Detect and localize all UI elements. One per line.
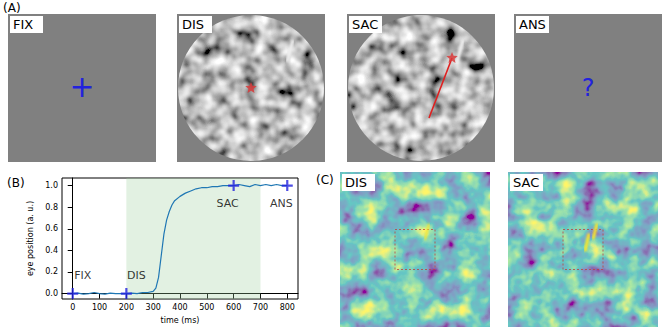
svg-text:0: 0 [70, 303, 75, 312]
svg-text:0.0: 0.0 [45, 289, 58, 298]
svg-text:0.2: 0.2 [45, 267, 58, 276]
svg-text:400: 400 [172, 303, 187, 312]
svg-text:SAC: SAC [513, 175, 539, 190]
svg-text:SAC: SAC [217, 197, 240, 210]
svg-text:0.8: 0.8 [45, 203, 58, 212]
svg-text:+: + [69, 69, 94, 104]
svg-text:DIS: DIS [345, 175, 367, 190]
svg-text:eye position (a. u.): eye position (a. u.) [26, 201, 35, 276]
svg-text:(A): (A) [3, 1, 21, 15]
svg-text:(B): (B) [7, 176, 25, 190]
svg-text:200: 200 [119, 303, 134, 312]
svg-text:700: 700 [253, 303, 268, 312]
svg-text:(C): (C) [316, 173, 334, 187]
svg-text:0.6: 0.6 [45, 224, 58, 233]
svg-text:600: 600 [226, 303, 241, 312]
svg-text:DIS: DIS [127, 269, 146, 282]
svg-text:time (ms): time (ms) [161, 316, 200, 325]
svg-text:0.4: 0.4 [45, 246, 58, 255]
svg-text:DIS: DIS [182, 17, 204, 32]
svg-text:SAC: SAC [352, 17, 378, 32]
svg-text:800: 800 [280, 303, 295, 312]
svg-text:1.0: 1.0 [45, 181, 58, 190]
svg-text:500: 500 [199, 303, 214, 312]
svg-text:FIX: FIX [13, 17, 33, 32]
svg-text:?: ? [582, 74, 595, 102]
svg-text:ANS: ANS [270, 197, 293, 210]
svg-text:FIX: FIX [74, 269, 92, 282]
svg-text:300: 300 [146, 303, 161, 312]
svg-text:100: 100 [92, 303, 107, 312]
svg-text:ANS: ANS [519, 17, 546, 32]
